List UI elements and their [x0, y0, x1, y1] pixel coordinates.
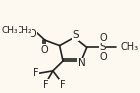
Text: F: F — [33, 68, 39, 78]
Text: S: S — [99, 42, 106, 52]
Text: F: F — [43, 80, 48, 90]
Text: S: S — [72, 30, 79, 40]
Text: CH₃: CH₃ — [121, 42, 139, 52]
Text: F: F — [60, 80, 65, 90]
Text: N: N — [78, 58, 86, 68]
Text: CH₂: CH₂ — [15, 26, 32, 35]
Text: O: O — [99, 33, 107, 43]
Text: O: O — [29, 29, 36, 39]
Text: CH₃: CH₃ — [2, 26, 18, 35]
Text: O: O — [99, 52, 107, 62]
Text: O: O — [41, 45, 48, 55]
